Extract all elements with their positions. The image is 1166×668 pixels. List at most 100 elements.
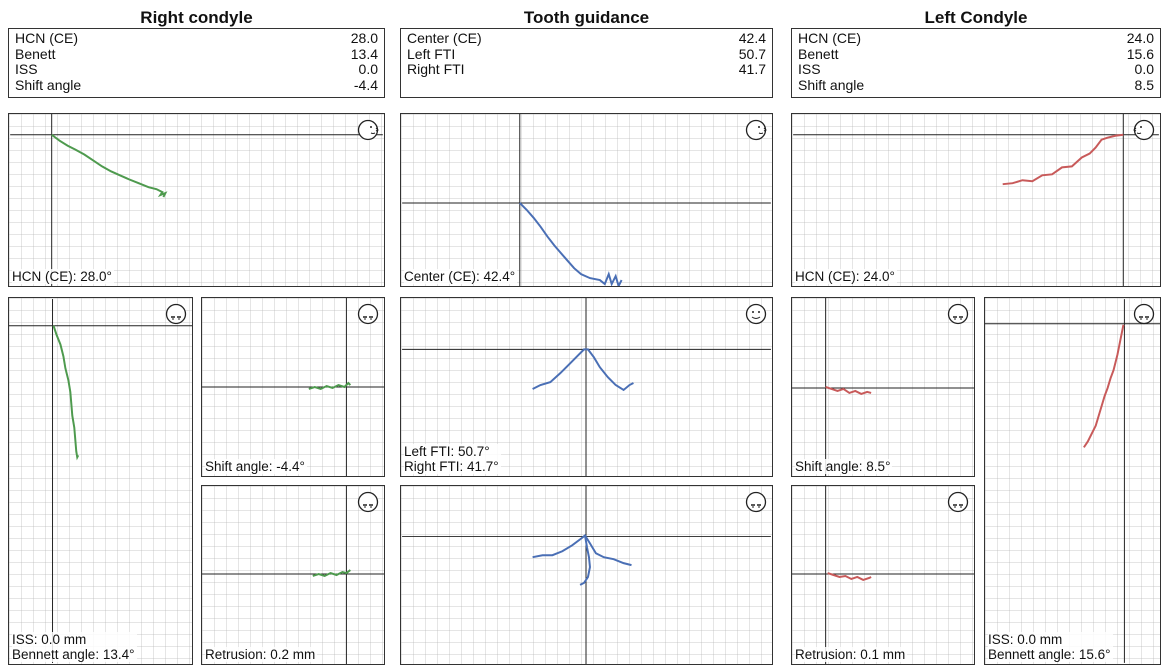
left-horizontal-trace bbox=[1083, 324, 1125, 448]
face-front-view-icon bbox=[745, 303, 767, 325]
right-shift-panel: Shift angle: -4.4° bbox=[201, 297, 385, 477]
left-sagittal-trace bbox=[1002, 133, 1124, 186]
value-label: ISS bbox=[798, 61, 821, 77]
value-number: 50.7 bbox=[738, 45, 766, 62]
value-number: 15.6 bbox=[1126, 45, 1154, 62]
center-frontal-label: Left FTI: 50.7° Right FTI: 41.7° bbox=[404, 444, 501, 474]
head-top-view-icon bbox=[1133, 303, 1155, 325]
value-row: ISS 0.0 bbox=[15, 61, 378, 78]
value-number: 8.5 bbox=[1134, 76, 1154, 93]
head-side-view-icon bbox=[745, 119, 767, 141]
value-label: Center (CE) bbox=[407, 30, 482, 46]
tooth-guidance-title: Tooth guidance bbox=[523, 8, 650, 27]
right-retrusion-panel: Retrusion: 0.2 mm bbox=[201, 485, 385, 665]
left-retrusion-panel: Retrusion: 0.1 mm bbox=[791, 485, 975, 665]
head-top-view-icon bbox=[947, 491, 969, 513]
value-number: 0.0 bbox=[358, 61, 378, 77]
right-sagittal-panel: HCN (CE): 28.0° bbox=[8, 113, 385, 287]
value-number: 0.0 bbox=[1134, 61, 1154, 77]
left-shift-panel: Shift angle: 8.5° bbox=[791, 297, 975, 477]
left-sagittal-label: HCN (CE): 24.0° bbox=[795, 269, 897, 284]
right-retrusion-plot bbox=[202, 486, 384, 664]
head-top-view-icon bbox=[947, 303, 969, 325]
value-label: HCN (CE) bbox=[15, 30, 78, 46]
value-row: Benett 13.4 bbox=[15, 45, 378, 63]
value-row: Center (CE) 42.4 bbox=[407, 30, 766, 47]
value-label: Benett bbox=[15, 45, 56, 62]
center-sagittal-trace bbox=[519, 202, 623, 286]
value-number: -4.4 bbox=[353, 76, 378, 93]
right-horizontal-label: ISS: 0.0 mm Bennett angle: 13.4° bbox=[12, 632, 137, 662]
left-retrusion-label: Retrusion: 0.1 mm bbox=[795, 647, 908, 662]
value-row: ISS 0.0 bbox=[798, 61, 1154, 78]
head-side-view-icon bbox=[357, 119, 379, 141]
value-row: Right FTI 41.7 bbox=[407, 61, 766, 78]
head-top-view-icon bbox=[745, 491, 767, 513]
center-sagittal-plot bbox=[402, 114, 771, 286]
right-condyle-title: Right condyle bbox=[140, 8, 253, 27]
center-horizontal-trace-1 bbox=[532, 533, 632, 567]
bennett-angle-label: Bennett angle: 15.6° bbox=[988, 647, 1111, 662]
right-fti-label: Right FTI: 41.7° bbox=[404, 459, 499, 474]
left-horizontal-label: ISS: 0.0 mm Bennett angle: 15.6° bbox=[988, 632, 1113, 662]
left-horizontal-panel: ISS: 0.0 mm Bennett angle: 15.6° bbox=[984, 297, 1161, 665]
right-horizontal-panel: ISS: 0.0 mm Bennett angle: 13.4° bbox=[8, 297, 193, 665]
iss-label: ISS: 0.0 mm bbox=[12, 632, 87, 647]
left-retrusion-trace bbox=[827, 572, 872, 582]
left-shift-trace bbox=[825, 386, 872, 395]
value-label: ISS bbox=[15, 61, 38, 77]
left-retrusion-plot bbox=[792, 486, 974, 664]
value-row: Shift angle -4.4 bbox=[15, 76, 378, 94]
value-row: Shift angle 8.5 bbox=[798, 76, 1154, 94]
value-label: Left FTI bbox=[407, 45, 456, 62]
right-sagittal-label: HCN (CE): 28.0° bbox=[12, 269, 114, 284]
right-shift-plot bbox=[202, 298, 384, 476]
value-row: Left FTI 50.7 bbox=[407, 45, 766, 63]
center-frontal-panel: Left FTI: 50.7° Right FTI: 41.7° bbox=[400, 297, 773, 477]
value-row: HCN (CE) 24.0 bbox=[798, 30, 1154, 47]
right-sagittal-plot bbox=[10, 114, 383, 286]
center-horizontal-plot bbox=[402, 486, 771, 664]
center-sagittal-label: Center (CE): 42.4° bbox=[404, 269, 518, 284]
value-number: 13.4 bbox=[350, 45, 378, 62]
right-condyle-values: HCN (CE) 28.0 Benett 13.4 ISS 0.0 Shift ang… bbox=[8, 28, 385, 98]
iss-label: ISS: 0.0 mm bbox=[988, 632, 1063, 647]
left-sagittal-panel: HCN (CE): 24.0° bbox=[791, 113, 1161, 287]
head-top-view-icon bbox=[165, 303, 187, 325]
left-fti-label: Left FTI: 50.7° bbox=[404, 444, 490, 459]
right-horizontal-trace bbox=[52, 325, 80, 461]
left-shift-label: Shift angle: 8.5° bbox=[795, 459, 893, 474]
value-row: HCN (CE) 28.0 bbox=[15, 30, 378, 47]
right-retrusion-label: Retrusion: 0.2 mm bbox=[205, 647, 318, 662]
right-sagittal-trace bbox=[51, 133, 168, 198]
value-label: HCN (CE) bbox=[798, 30, 861, 46]
center-horizontal-trace-2 bbox=[579, 535, 591, 586]
bennett-angle-label: Bennett angle: 13.4° bbox=[12, 647, 135, 662]
right-shift-label: Shift angle: -4.4° bbox=[205, 459, 307, 474]
head-side-view-icon bbox=[1133, 119, 1155, 141]
center-horizontal-panel bbox=[400, 485, 773, 665]
value-label: Right FTI bbox=[407, 61, 465, 77]
left-sagittal-plot bbox=[793, 114, 1159, 286]
tooth-guidance-values: Center (CE) 42.4 Left FTI 50.7 Right FTI 41… bbox=[400, 28, 773, 98]
center-sagittal-panel: Center (CE): 42.4° bbox=[400, 113, 773, 287]
left-condyle-title: Left Condyle bbox=[924, 8, 1028, 27]
right-retrusion-trace bbox=[312, 569, 351, 578]
head-top-view-icon bbox=[357, 303, 379, 325]
head-top-view-icon bbox=[357, 491, 379, 513]
left-shift-plot bbox=[792, 298, 974, 476]
value-label: Benett bbox=[798, 45, 839, 62]
center-frontal-trace bbox=[532, 348, 634, 392]
left-condyle-values: HCN (CE) 24.0 Benett 15.6 ISS 0.0 Shift ang… bbox=[791, 28, 1161, 98]
value-label: Shift angle bbox=[15, 76, 82, 93]
value-row: Benett 15.6 bbox=[798, 45, 1154, 63]
value-number: 42.4 bbox=[738, 30, 766, 46]
value-label: Shift angle bbox=[798, 76, 865, 93]
left-horizontal-plot bbox=[985, 299, 1160, 663]
right-horizontal-plot bbox=[9, 298, 192, 664]
right-shift-trace bbox=[308, 381, 352, 391]
value-number: 28.0 bbox=[350, 30, 378, 46]
value-number: 41.7 bbox=[738, 61, 766, 77]
value-number: 24.0 bbox=[1126, 30, 1154, 46]
center-frontal-plot bbox=[402, 298, 771, 476]
